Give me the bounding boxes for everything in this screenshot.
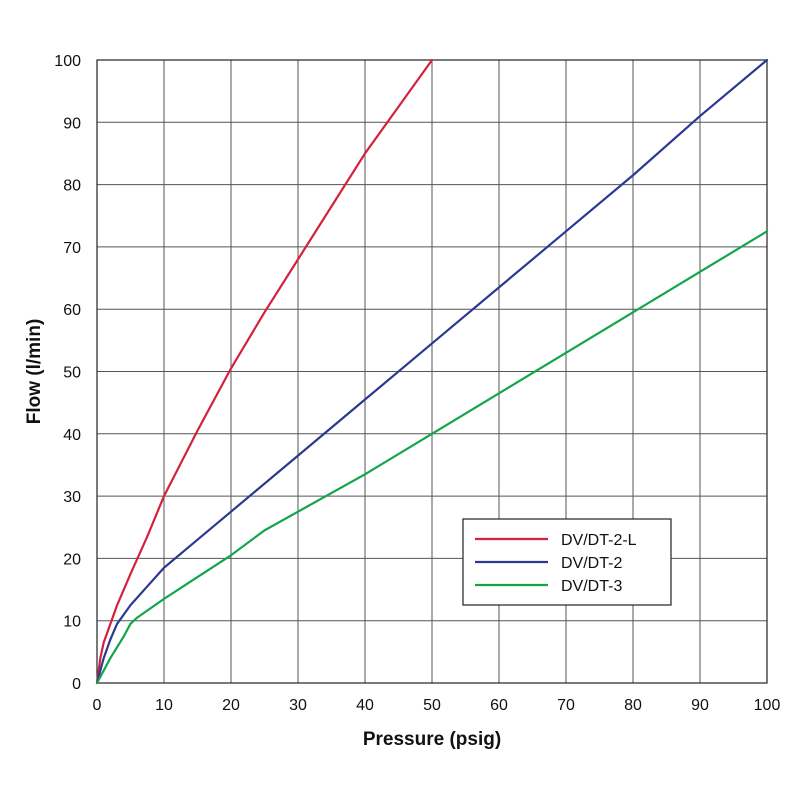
y-tick-label: 30 xyxy=(63,489,81,506)
y-axis-title: Flow (l/min) xyxy=(24,319,45,425)
y-tick-label: 0 xyxy=(72,676,81,693)
legend-label: DV/DT-2 xyxy=(561,555,622,572)
legend: DV/DT-2-L DV/DT-2 DV/DT-3 xyxy=(462,518,672,606)
x-tick-label: 90 xyxy=(691,697,709,714)
x-tick-label: 0 xyxy=(93,697,102,714)
x-tick-label: 20 xyxy=(222,697,240,714)
x-axis-title: Pressure (psig) xyxy=(363,729,501,750)
x-axis-tick-labels: 0 10 20 30 40 50 60 70 80 90 100 xyxy=(93,697,781,714)
legend-label: DV/DT-2-L xyxy=(561,532,637,549)
x-tick-label: 10 xyxy=(155,697,173,714)
y-tick-label: 90 xyxy=(63,115,81,132)
y-tick-label: 60 xyxy=(63,302,81,319)
x-tick-label: 30 xyxy=(289,697,307,714)
x-tick-label: 60 xyxy=(490,697,508,714)
x-tick-label: 80 xyxy=(624,697,642,714)
y-tick-label: 100 xyxy=(54,53,81,70)
legend-label: DV/DT-3 xyxy=(561,578,622,595)
series-lines xyxy=(95,58,769,685)
y-tick-label: 10 xyxy=(63,614,81,631)
x-tick-label: 50 xyxy=(423,697,441,714)
x-tick-label: 70 xyxy=(557,697,575,714)
y-tick-label: 70 xyxy=(63,240,81,257)
x-tick-label: 100 xyxy=(754,697,781,714)
y-tick-label: 50 xyxy=(63,365,81,382)
y-tick-label: 20 xyxy=(63,551,81,568)
series-line-1 xyxy=(95,58,434,685)
y-tick-label: 80 xyxy=(63,178,81,195)
y-axis-tick-labels: 0 10 20 30 40 50 60 70 80 90 100 xyxy=(54,53,81,693)
y-tick-label: 40 xyxy=(63,427,81,444)
series-line-3 xyxy=(95,230,769,685)
series-line-2 xyxy=(95,58,769,685)
x-tick-label: 40 xyxy=(356,697,374,714)
